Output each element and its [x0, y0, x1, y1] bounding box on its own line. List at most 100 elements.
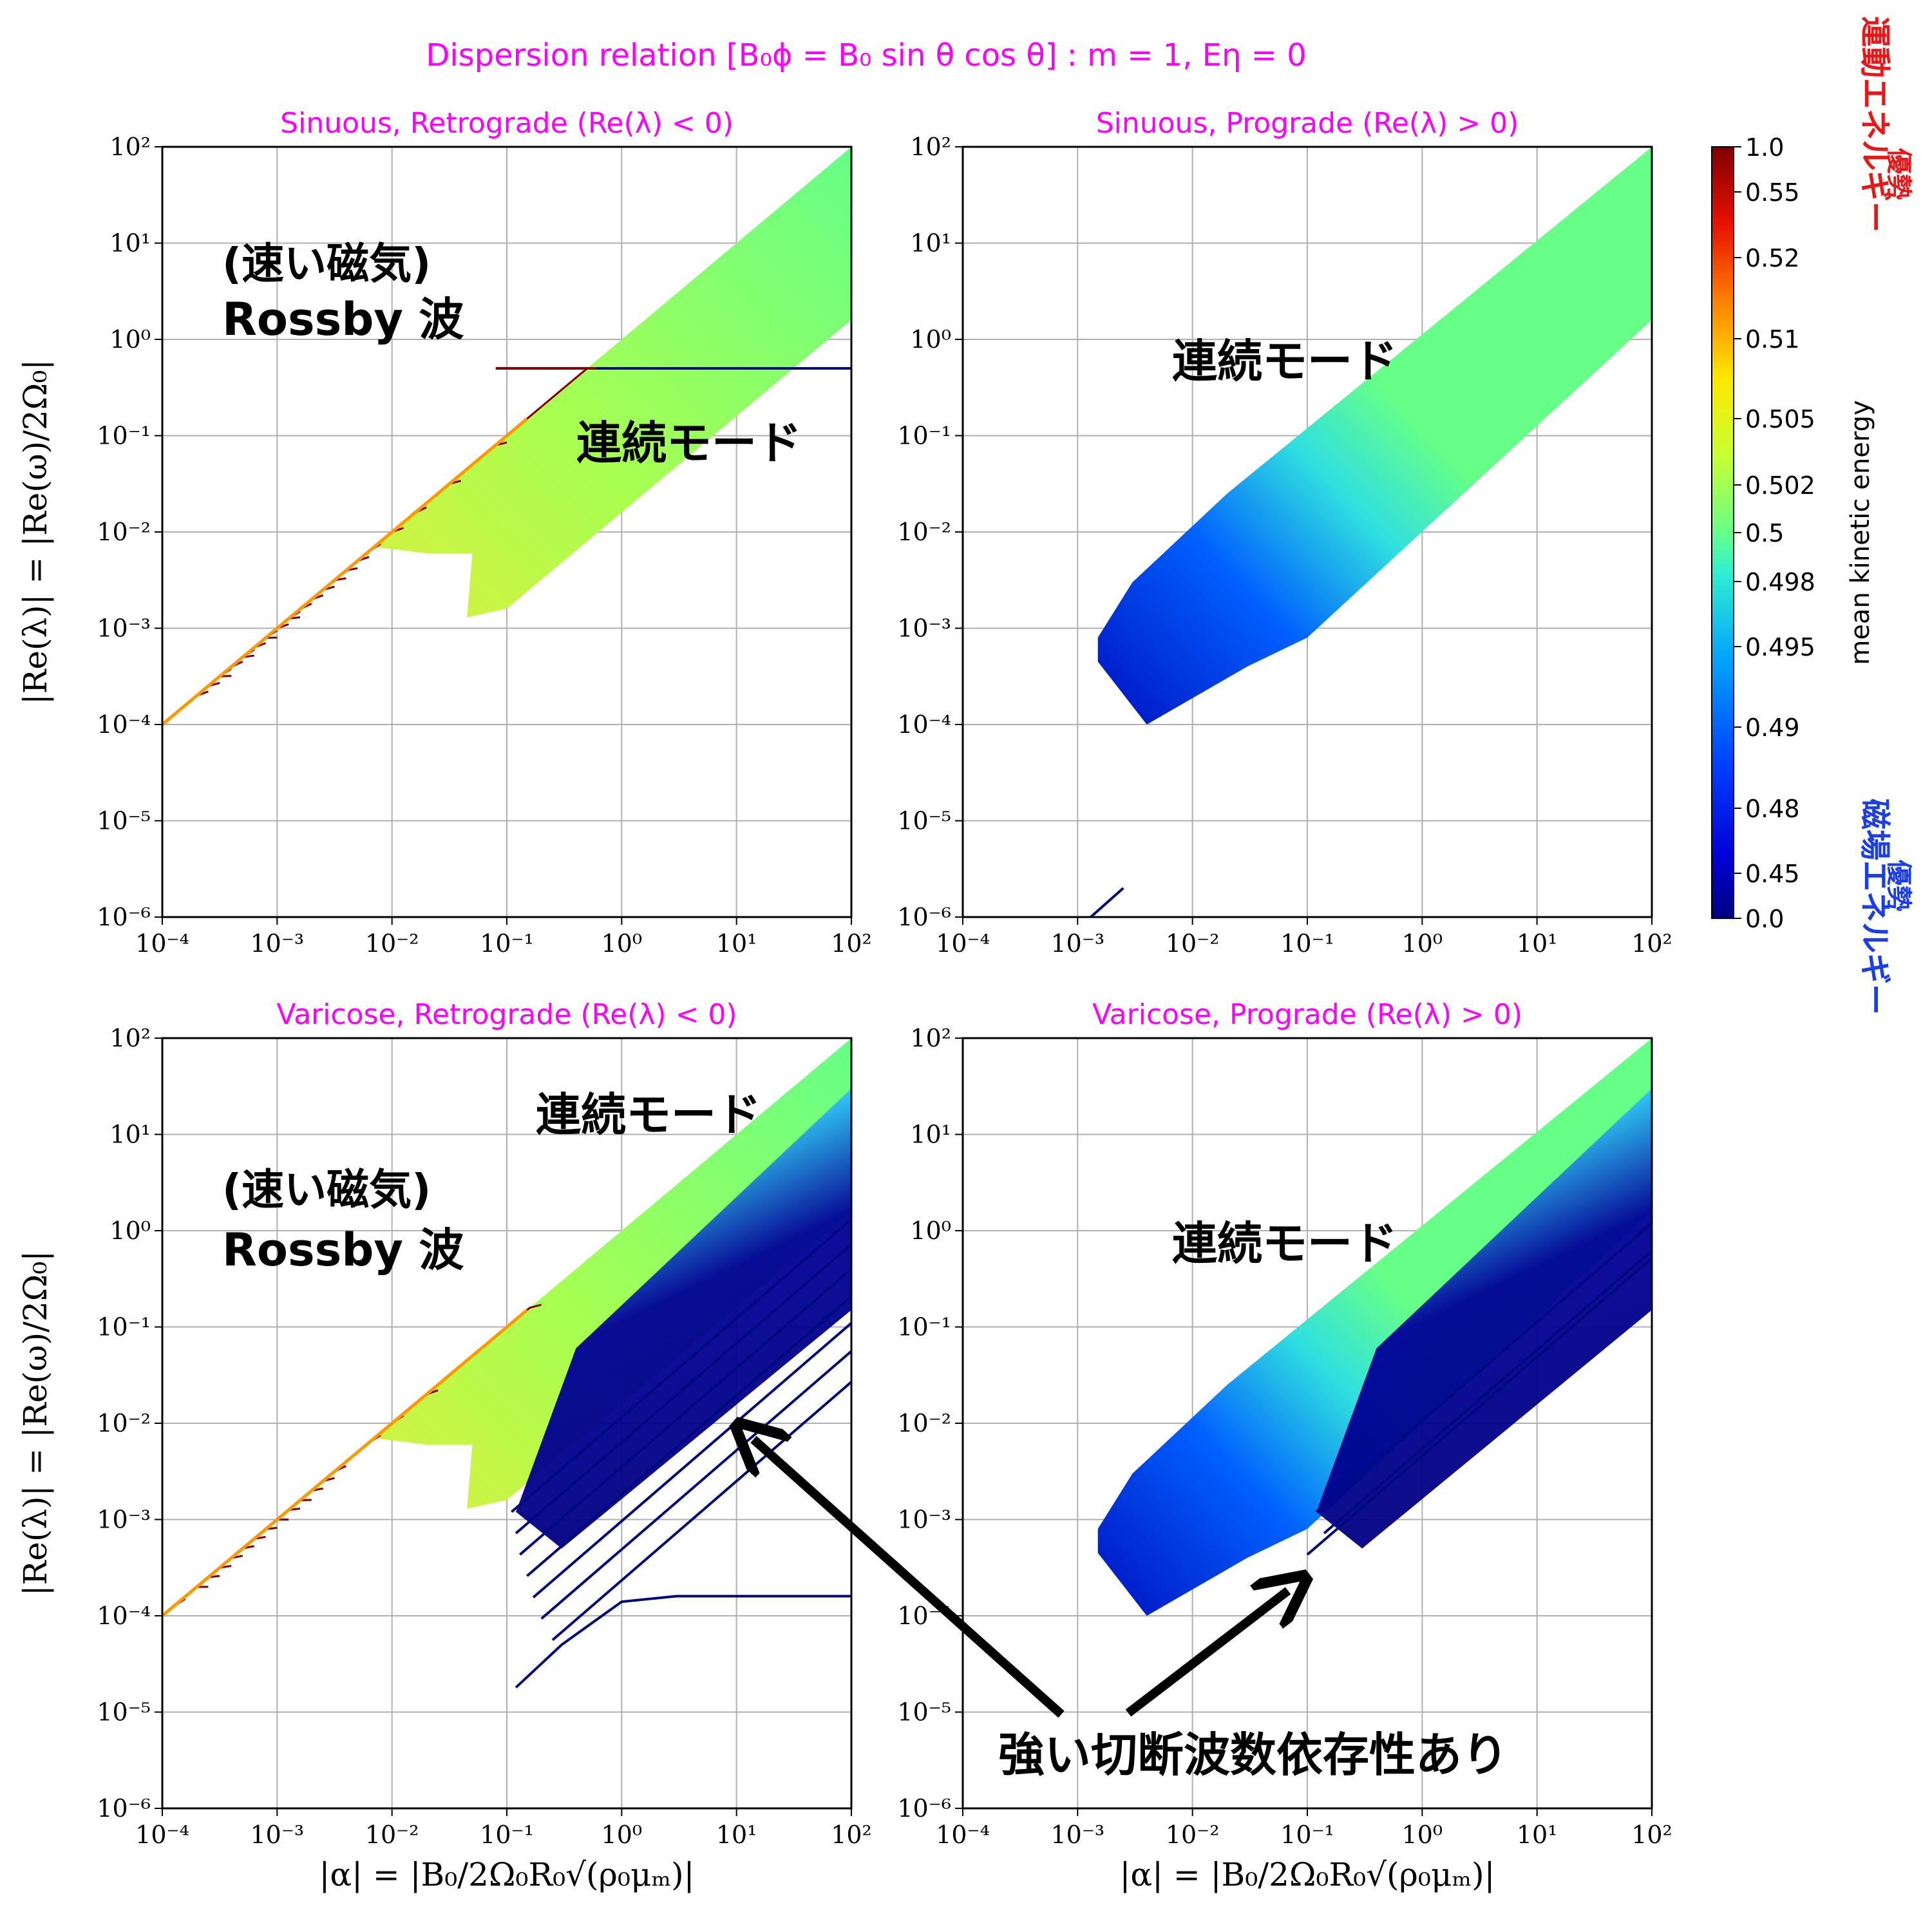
x-tick-label: 10⁻²	[1166, 1821, 1220, 1849]
x-tick-label: 10⁰	[1402, 1821, 1443, 1849]
x-axis-label: |α| = |B₀/2Ω₀R₀√(ρ₀μₘ)|	[1120, 1856, 1495, 1893]
y-tick-label: 10¹	[910, 1121, 951, 1149]
diagonal-asymptote	[162, 1309, 529, 1617]
magnetic-branch	[1090, 887, 1124, 917]
x-tick-label: 10²	[831, 929, 872, 958]
x-tick-label: 10⁻¹	[480, 1821, 534, 1849]
y-axis-label: |Re(λ)| = |Re(ω)/2Ω₀|	[17, 359, 54, 705]
colorbar-tick-label: 0.49	[1745, 714, 1800, 742]
x-tick-label: 10¹	[1517, 1821, 1558, 1849]
x-tick-label: 10⁻²	[1166, 929, 1220, 958]
y-tick-label: 10⁻⁵	[897, 1698, 951, 1727]
x-tick-label: 10²	[1631, 1821, 1672, 1849]
colorbar-tick-label: 0.502	[1745, 471, 1815, 500]
x-tick-label: 10¹	[1517, 929, 1558, 958]
y-tick-label: 10⁻⁴	[97, 710, 151, 739]
x-tick-label: 10⁻¹	[1280, 1821, 1334, 1849]
x-tick-label: 10⁻⁴	[936, 1821, 990, 1849]
magnetic-branch	[526, 1295, 851, 1577]
plot-area	[162, 1038, 851, 1808]
y-tick-label: 10⁰	[910, 1217, 951, 1245]
panel-1: Sinuous, Retrograde (Re(λ) < 0) 10⁻⁴ 10⁻³ 1…	[17, 107, 872, 958]
magnetic-branch	[519, 1268, 851, 1556]
y-tick-label: 10⁰	[910, 325, 951, 354]
x-axis-label: |α| = |B₀/2Ω₀R₀√(ρ₀μₘ)|	[319, 1856, 695, 1893]
y-tick-label: 10⁻³	[897, 1506, 951, 1534]
continuum-band-magnetic	[1316, 1088, 1652, 1549]
y-tick-label: 10⁻⁶	[97, 903, 151, 931]
y-tick-label: 10⁻³	[97, 1506, 151, 1534]
magnetic-branch	[1315, 1222, 1652, 1513]
rossby-label-bottom-2: Rossby 波	[222, 1224, 464, 1276]
y-tick-label: 10²	[109, 133, 151, 161]
continuum-band-magnetic	[516, 1088, 851, 1549]
colorbar-bar	[1711, 146, 1734, 919]
diagonal-asymptote	[162, 417, 529, 726]
magnetic-branch	[1323, 1249, 1652, 1535]
y-tick-label: 10⁻⁶	[897, 1794, 951, 1823]
magnetic-branch	[515, 1243, 851, 1535]
plot-area	[162, 147, 851, 917]
panel-title: Varicose, Prograde (Re(λ) > 0)	[1092, 998, 1522, 1031]
y-tick-label: 10⁻⁶	[897, 903, 951, 931]
colorbar-magnetic-note-2: 優勢	[1884, 859, 1913, 911]
rossby-label-top-2: Rossby 波	[222, 293, 464, 346]
panel-4: Varicose, Prograde (Re(λ) > 0) 10⁻⁴ 10⁻³ 10…	[897, 998, 1672, 1893]
rossby-label-top-1: (速い磁気)	[222, 239, 431, 289]
plot-area	[963, 1038, 1652, 1808]
continuum-band	[1097, 1038, 1652, 1616]
panel-title: Sinuous, Prograde (Re(λ) > 0)	[1096, 107, 1519, 140]
y-tick-label: 10²	[109, 1024, 151, 1052]
continuum-band	[374, 147, 851, 618]
y-tick-label: 10⁻¹	[897, 422, 951, 450]
x-tick-label: 10²	[1631, 929, 1672, 958]
magnetic-branch	[551, 1381, 851, 1642]
y-tick-label: 10²	[910, 133, 951, 161]
colorbar-label: mean kinetic energy	[1846, 400, 1875, 665]
x-tick-label: 10⁻³	[251, 929, 305, 958]
y-tick-label: 10⁻¹	[897, 1313, 951, 1341]
annotations: (速い磁気) Rossby 波 連続モード 連続モード (速い磁気) Rossb…	[222, 239, 1508, 1782]
colorbar-tick-label: 0.45	[1745, 860, 1800, 888]
y-tick-label: 10¹	[910, 229, 951, 258]
y-tick-label: 10⁻⁵	[97, 1698, 151, 1727]
cutoff-arrow-right	[1125, 1591, 1288, 1717]
panel-title: Varicose, Retrograde (Re(λ) < 0)	[276, 998, 737, 1031]
x-tick-label: 10⁰	[1402, 929, 1443, 958]
panel-2: Sinuous, Prograde (Re(λ) > 0) 10⁻⁴ 10⁻³ 10⁻…	[897, 107, 1672, 958]
colorbar-tick-label: 0.51	[1745, 325, 1800, 354]
rossby-label-bottom-1: (速い磁気)	[222, 1165, 431, 1215]
magnetic-branch	[532, 1321, 851, 1598]
plot-area	[963, 147, 1652, 917]
y-tick-label: 10⁻⁵	[97, 807, 151, 835]
y-tick-label: 10¹	[109, 1121, 151, 1149]
y-tick-label: 10⁻³	[897, 614, 951, 643]
magnetic-branch	[1306, 1257, 1652, 1556]
continuum-label-3: 連続モード	[536, 1088, 761, 1141]
colorbar-tick-label: 0.52	[1745, 244, 1800, 272]
continuum-band	[374, 1038, 851, 1509]
x-tick-label: 10²	[831, 1821, 872, 1849]
y-tick-label: 10⁻⁵	[897, 807, 951, 835]
x-tick-label: 10¹	[716, 929, 757, 958]
x-tick-label: 10⁻²	[365, 1821, 419, 1849]
y-tick-label: 10⁻⁴	[897, 710, 951, 739]
x-tick-label: 10⁰	[601, 1821, 643, 1849]
panel-3: Varicose, Retrograde (Re(λ) < 0) 10⁻⁴ 10⁻³…	[17, 998, 872, 1893]
y-tick-label: 10⁻²	[97, 518, 151, 546]
cutoff-label: 強い切断波数依存性あり	[998, 1728, 1508, 1782]
x-tick-label: 10⁻³	[1051, 929, 1105, 958]
x-tick-label: 10⁻¹	[480, 929, 534, 958]
magnetic-slow-branch	[515, 1595, 851, 1689]
colorbar-kinetic-note-2: 優勢	[1884, 147, 1913, 200]
colorbar-tick-label: 1.0	[1745, 133, 1784, 162]
y-tick-label: 10⁻¹	[97, 422, 151, 450]
y-tick-label: 10⁰	[109, 325, 151, 354]
y-tick-label: 10⁻²	[897, 518, 951, 546]
x-tick-label: 10⁻⁴	[135, 1821, 189, 1849]
continuum-label-4: 連続モード	[1172, 1217, 1397, 1270]
colorbar-kinetic-note: 運動エネルギー	[1857, 16, 1893, 232]
magnetic-branch	[540, 1350, 851, 1620]
continuum-label-2: 連続モード	[1172, 335, 1397, 388]
